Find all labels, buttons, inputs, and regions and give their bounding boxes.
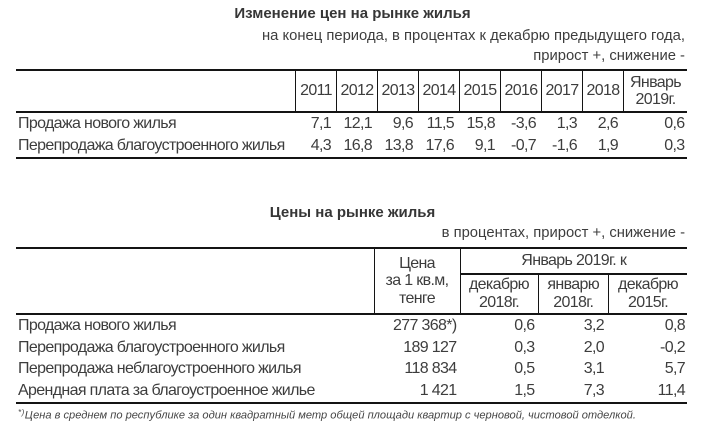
- table2-header-row1: Цена за 1 кв.м, тенге Январь 2019г. к: [16, 249, 688, 316]
- value-cell: 0,6: [514, 317, 535, 335]
- row-label: Перепродажа благоустроенного жилья: [18, 338, 285, 356]
- table2-row-rent: Арендная плата за благоустроенное жилье …: [16, 380, 687, 402]
- table2-row-new-housing: Продажа нового жилья 277 368*) 0,6 3,2 0…: [16, 315, 687, 337]
- table1-corner-cell: [16, 71, 295, 114]
- subheader-line2: 2018г.: [478, 294, 520, 312]
- table1-subtitle-line1: на конец периода, в процентах к декабрю …: [261, 28, 685, 44]
- footnote-marker: *): [18, 408, 25, 417]
- value-cell: 4,3: [310, 137, 332, 155]
- value-cell: 17,6: [425, 137, 454, 155]
- table1-row-resale-housing: Перепродажа благоустроенного жилья 4,3 1…: [16, 135, 687, 157]
- table2-subheader-dec2018: декабрю 2018г.: [459, 274, 538, 316]
- table1-year-header: 2017: [541, 71, 582, 114]
- footnote-text: Цена в среднем по республике за один ква…: [24, 409, 636, 422]
- table1-january-header-line1: Январь: [630, 73, 682, 91]
- table1-year-header: 2018: [582, 71, 623, 114]
- table2-row-resale-improved: Перепродажа благоустроенного жилья 189 1…: [16, 337, 687, 359]
- value-cell: 13,8: [384, 137, 413, 155]
- value-cell: 12,1: [343, 115, 372, 133]
- price-level-table: Цена за 1 кв.м, тенге Январь 2019г. к де…: [16, 247, 688, 404]
- value-cell: 7,1: [310, 115, 332, 133]
- table2-subheader-jan2018: январю 2018г.: [537, 274, 608, 316]
- row-label: Продажа нового жилья: [18, 115, 177, 133]
- table1-year-header: 2016: [500, 71, 541, 114]
- value-cell: 0,3: [514, 338, 535, 356]
- price-cell: 277 368*): [392, 317, 457, 335]
- table2-subheader-dec2015: декабрю 2015г.: [608, 274, 688, 316]
- table1-january-header-line2: 2019г.: [635, 91, 676, 109]
- footnote: *)Цена в среднем по республике за один к…: [18, 406, 636, 423]
- table1-header-row: 2011 2012 2013 2014 2015 2016 2017 2018 …: [16, 71, 687, 114]
- table2-header-row2: декабрю 2018г. январю 2018г. декабрю 201…: [16, 274, 688, 316]
- table1-year-header: 2015: [459, 71, 500, 114]
- value-cell: 9,1: [474, 137, 496, 155]
- value-cell: 0,8: [664, 317, 686, 335]
- value-cell: 7,3: [583, 381, 605, 399]
- value-cell: -3,6: [511, 115, 537, 133]
- value-cell: 11,5: [426, 115, 455, 133]
- price-header-line3: тенге: [398, 289, 436, 307]
- subheader-line2: 2018г.: [553, 294, 594, 312]
- row-label: Арендная плата за благоустроенное жилье: [18, 381, 315, 399]
- value-cell: 3,2: [583, 317, 605, 335]
- value-cell: 0,6: [664, 115, 685, 133]
- price-cell: 1 421: [419, 381, 457, 399]
- table2-title: Цены на рынке жилья: [269, 204, 436, 222]
- price-header-line1: Цена: [399, 254, 436, 272]
- value-cell: 1,3: [556, 115, 578, 133]
- table2-subtitle: в процентах, прирост +, снижение -: [441, 225, 685, 242]
- value-cell: 2,6: [597, 115, 619, 133]
- value-cell: -1,6: [552, 137, 578, 155]
- subheader-line2: 2015г.: [628, 294, 669, 312]
- price-change-table: 2011 2012 2013 2014 2015 2016 2017 2018 …: [16, 69, 687, 160]
- row-label: Продажа нового жилья: [18, 317, 177, 335]
- price-cell: 118 834: [404, 360, 457, 378]
- table1-year-header: 2011: [295, 71, 336, 114]
- value-cell: 0,5: [514, 360, 535, 378]
- value-cell: 16,8: [343, 137, 372, 155]
- value-cell: 3,1: [583, 360, 605, 378]
- table2-group-header: Январь 2019г. к: [459, 249, 688, 275]
- value-cell: 9,6: [392, 115, 414, 133]
- table1-row-new-housing: Продажа нового жилья 7,1 12,1 9,6 11,5 1…: [16, 113, 687, 135]
- row-label: Перепродажа благоустроенного жилья: [18, 137, 285, 155]
- price-cell: 189 127: [403, 338, 457, 356]
- subheader-line1: январю: [547, 276, 600, 294]
- value-cell: -0,2: [660, 338, 686, 356]
- value-cell: 5,7: [664, 360, 686, 378]
- subheader-line1: декабрю: [618, 276, 679, 294]
- value-cell: 0,3: [664, 137, 685, 155]
- value-cell: 15,8: [466, 115, 495, 133]
- table2-price-header: Цена за 1 кв.м, тенге: [373, 249, 460, 316]
- price-header-line2: за 1 кв.м,: [385, 272, 450, 290]
- table1-january-header: Январь 2019г.: [623, 71, 687, 114]
- row-label: Перепродажа неблагоустроенного жилья: [18, 360, 301, 378]
- table1-year-header: 2012: [336, 71, 377, 114]
- table1-title: Изменение цен на рынке жилья: [234, 5, 471, 23]
- table1-subtitle-line2: прирост +, снижение -: [533, 47, 685, 64]
- table2-corner-cell: [16, 249, 374, 316]
- value-cell: 11,4: [657, 381, 686, 399]
- value-cell: -0,7: [511, 137, 537, 155]
- table1-year-header: 2014: [418, 71, 459, 114]
- value-cell: 1,9: [597, 137, 619, 155]
- value-cell: 1,5: [514, 381, 535, 399]
- subheader-line1: декабрю: [469, 276, 530, 294]
- table1-year-header: 2013: [377, 71, 418, 114]
- value-cell: 2,0: [583, 338, 605, 356]
- table2-row-resale-unimproved: Перепродажа неблагоустроенного жилья 118…: [16, 359, 687, 381]
